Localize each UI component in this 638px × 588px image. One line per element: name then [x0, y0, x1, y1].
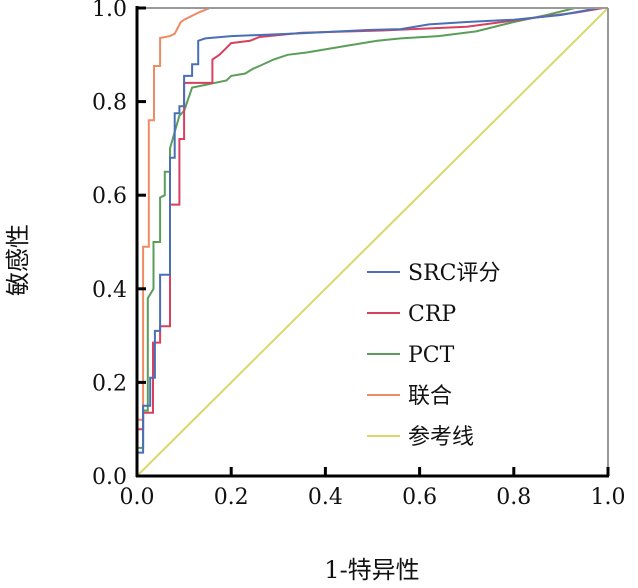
legend-label-pct: PCT — [408, 343, 455, 368]
legend-label-combined: 联合 — [408, 384, 452, 409]
x-tick-label: 1.0 — [591, 485, 626, 510]
ticks: 0.0 0.2 0.4 0.6 0.8 1.0 0.0 0.2 0.4 0.6 0.8 1.0 — [92, 0, 626, 510]
x-tick-label: 0.4 — [308, 485, 343, 510]
x-tick-label: 0.0 — [120, 485, 155, 510]
x-tick-label: 0.6 — [402, 485, 437, 510]
y-tick-label: 0.4 — [92, 278, 127, 303]
series-line-reference-line — [136, 7, 609, 477]
legend-label-reference-line: 参考线 — [408, 425, 474, 450]
x-tick-label: 0.2 — [214, 485, 249, 510]
y-tick-label: 0.8 — [92, 91, 127, 116]
curves — [136, 7, 609, 477]
x-tick-label: 0.8 — [496, 485, 531, 510]
y-tick-label: 1.0 — [92, 0, 127, 22]
y-tick-label: 0.6 — [92, 184, 127, 209]
y-axis-title: 敏感性 — [4, 224, 32, 296]
legend-label-src-score: SRC评分 — [408, 261, 500, 286]
x-axis-title: 1-特异性 — [324, 556, 419, 584]
series-line-pct — [136, 7, 608, 476]
legend-label-crp: CRP — [408, 302, 456, 327]
y-tick-label: 0.0 — [92, 465, 127, 490]
series-line-src-score — [136, 7, 608, 476]
series-line-combined — [136, 7, 608, 476]
y-tick-label: 0.2 — [92, 371, 127, 396]
